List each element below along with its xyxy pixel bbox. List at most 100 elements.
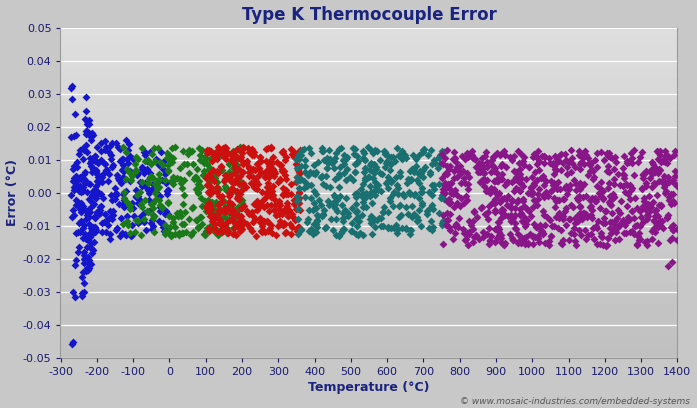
- Point: [489, 177, 500, 184]
- Point: [206, 187, 217, 193]
- Point: [568, 224, 579, 231]
- Point: [148, 223, 159, 229]
- Point: [229, 231, 240, 238]
- Point: [368, 161, 379, 167]
- Point: [658, 157, 669, 164]
- Point: [117, 161, 128, 168]
- Point: [546, 233, 557, 239]
- Point: [467, 148, 478, 155]
- Point: [120, 137, 131, 144]
- Point: [146, 199, 158, 206]
- Point: [367, 219, 378, 225]
- Point: [218, 214, 229, 220]
- Point: [233, 219, 244, 226]
- Point: [338, 152, 349, 159]
- Point: [516, 210, 527, 216]
- Point: [235, 154, 246, 160]
- Point: [118, 221, 129, 227]
- Point: [354, 218, 365, 224]
- Point: [228, 177, 239, 184]
- Point: [275, 201, 286, 208]
- Point: [123, 147, 134, 153]
- Point: [587, 206, 598, 213]
- Point: [336, 144, 347, 151]
- Point: [229, 154, 240, 160]
- Point: [144, 173, 155, 180]
- Point: [475, 160, 487, 166]
- Point: [71, 132, 82, 138]
- Point: [575, 213, 586, 219]
- Point: [274, 211, 285, 217]
- Point: [495, 231, 506, 238]
- Point: [89, 167, 100, 174]
- Point: [261, 218, 273, 224]
- Point: [224, 176, 236, 183]
- Point: [268, 207, 279, 213]
- Point: [307, 170, 319, 176]
- Point: [523, 164, 535, 170]
- Point: [120, 188, 131, 195]
- Point: [74, 206, 85, 213]
- Point: [142, 186, 153, 193]
- Point: [661, 213, 673, 220]
- Point: [600, 242, 611, 249]
- Point: [118, 204, 130, 210]
- Point: [187, 228, 198, 235]
- Point: [203, 225, 214, 232]
- Point: [388, 191, 399, 198]
- Point: [235, 222, 246, 229]
- Point: [98, 160, 109, 166]
- Point: [388, 225, 399, 231]
- Point: [95, 203, 106, 210]
- Point: [495, 239, 506, 246]
- Point: [365, 212, 376, 219]
- Point: [370, 183, 381, 190]
- Point: [203, 147, 214, 153]
- Point: [627, 208, 638, 215]
- Point: [619, 153, 630, 160]
- Point: [205, 191, 216, 197]
- Point: [408, 151, 419, 158]
- Point: [114, 232, 125, 239]
- Point: [68, 178, 79, 185]
- Point: [466, 222, 477, 228]
- Point: [396, 152, 407, 159]
- Point: [428, 182, 439, 188]
- Point: [574, 151, 585, 158]
- Point: [619, 222, 630, 228]
- Point: [145, 220, 156, 226]
- Point: [459, 236, 470, 243]
- Point: [329, 193, 340, 200]
- Point: [236, 196, 247, 203]
- Point: [463, 154, 474, 161]
- Point: [406, 166, 418, 173]
- Point: [187, 161, 198, 167]
- Point: [247, 219, 259, 226]
- Point: [334, 172, 345, 179]
- Point: [100, 144, 112, 151]
- Point: [518, 162, 529, 169]
- Point: [575, 166, 586, 173]
- Point: [82, 121, 93, 127]
- Point: [513, 238, 524, 244]
- Point: [84, 231, 95, 237]
- Point: [506, 179, 517, 186]
- Point: [604, 154, 615, 161]
- Point: [196, 214, 207, 221]
- Point: [342, 154, 353, 161]
- Point: [80, 231, 91, 237]
- Point: [266, 166, 277, 172]
- Point: [477, 155, 488, 162]
- Point: [88, 230, 99, 236]
- Point: [154, 193, 165, 200]
- Point: [205, 213, 216, 219]
- Point: [76, 200, 87, 207]
- Point: [646, 159, 657, 166]
- Point: [286, 151, 298, 157]
- Point: [602, 242, 613, 248]
- Point: [163, 199, 174, 206]
- Point: [137, 179, 148, 185]
- Point: [94, 210, 105, 216]
- Point: [208, 178, 220, 184]
- Point: [225, 186, 236, 192]
